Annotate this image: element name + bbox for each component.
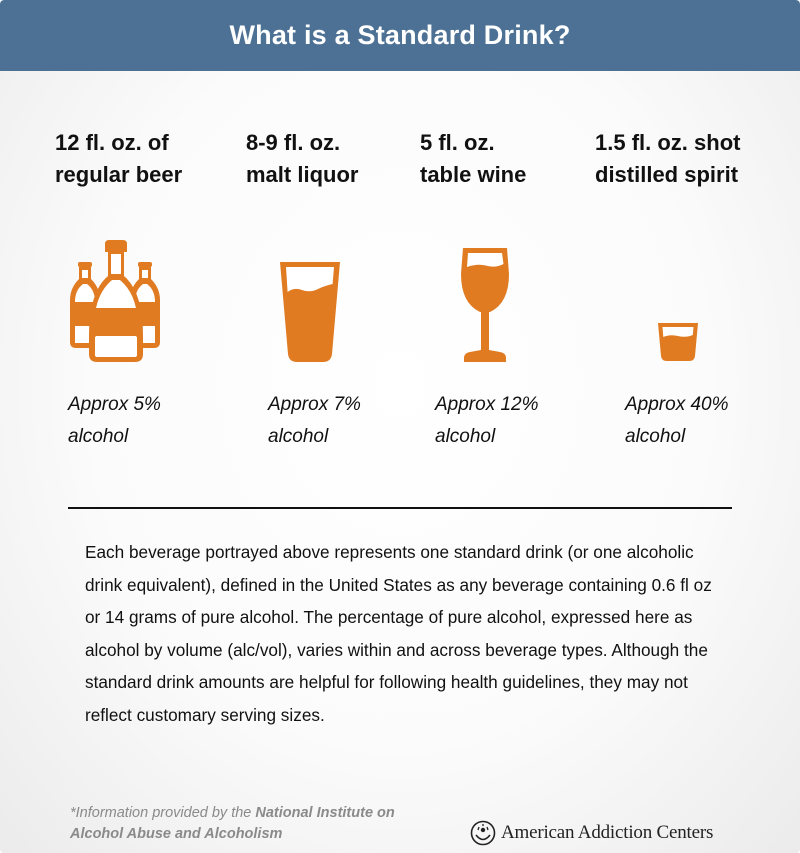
explanation-paragraph: Each beverage portrayed above represents… [85,542,712,725]
source-prefix: *Information provided by the [70,805,256,821]
drink-malt-liquor: 8-9 fl. oz. malt liquor [246,127,436,191]
drink-name-beer: 12 fl. oz. of regular beer [55,130,183,187]
page-title: What is a Standard Drink? [229,20,571,50]
section-divider [68,507,732,509]
wine-glass-icon [461,248,509,362]
drink-name-malt-liquor: 8-9 fl. oz. malt liquor [246,130,359,187]
brand-logo: American Addiction Centers [470,818,713,848]
drink-name-spirit: 1.5 fl. oz. shot distilled spirit [595,130,741,187]
pint-glass-icon [280,262,340,362]
source-organization: National Institute on Alcohol Abuse and … [70,805,395,842]
drink-abv-malt-liquor: Approx 7% alcohol [268,394,361,447]
brand-name: American Addiction Centers [501,822,714,843]
drink-table-wine: 5 fl. oz. table wine [420,127,610,191]
drink-abv-spirit: Approx 40% alcohol [625,394,729,447]
drink-abv-wine: Approx 12% alcohol [435,394,539,447]
shot-glass-icon [658,323,698,361]
header-banner: What is a Standard Drink? [0,0,800,71]
drink-abv-beer: Approx 5% alcohol [68,394,161,447]
drink-beer: 12 fl. oz. of regular beer [55,127,245,191]
source-credit: *Information provided by the National In… [70,803,430,845]
drink-distilled-spirit: 1.5 fl. oz. shot distilled spirit [595,127,795,191]
drink-name-wine: 5 fl. oz. table wine [420,130,527,187]
beer-bottles-icon [70,240,160,362]
aac-logo-icon [470,820,496,846]
